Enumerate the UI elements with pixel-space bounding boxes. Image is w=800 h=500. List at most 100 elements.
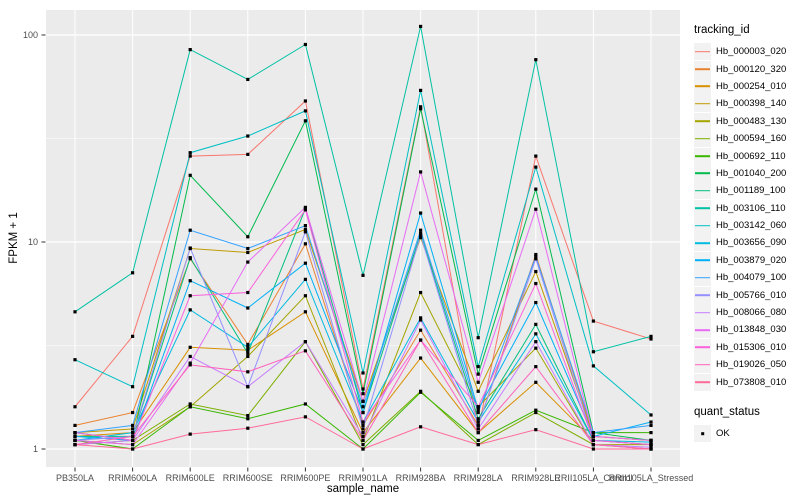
legend-item-Hb_000398_140: Hb_000398_140	[694, 95, 798, 113]
legend-item-Hb_003142_060: Hb_003142_060	[694, 217, 798, 235]
data-points	[73, 24, 653, 451]
legend-item-label: Hb_008066_080	[716, 307, 787, 319]
legend-item-label: OK	[716, 428, 730, 439]
legend-item-label: Hb_000003_020	[716, 46, 787, 58]
x-axis-title: sample_name	[326, 483, 400, 495]
legend-item-Hb_000254_010: Hb_000254_010	[694, 77, 798, 95]
legend-item-label: Hb_013848_030	[716, 324, 787, 336]
legend-key-box	[694, 199, 711, 217]
legend-item-Hb_000003_020: Hb_000003_020	[694, 43, 798, 61]
legend-item-Hb_003106_110: Hb_003106_110	[694, 199, 798, 217]
black-square-point-icon	[700, 431, 705, 436]
legend-item-label: Hb_003142_060	[716, 220, 787, 232]
legend-key-box	[694, 164, 711, 182]
legend-item-label: Hb_019026_050	[716, 359, 787, 371]
legend-item-Hb_001040_200: Hb_001040_200	[694, 164, 798, 182]
legend-item-Hb_000594_160: Hb_000594_160	[694, 130, 798, 148]
legend-item-Hb_004079_100: Hb_004079_100	[694, 269, 798, 287]
legend-key-box	[694, 251, 711, 269]
legend-item-label: Hb_004079_100	[716, 272, 787, 284]
legend-item-ok: OK	[694, 425, 798, 442]
legend-item-label: Hb_000594_160	[716, 133, 787, 145]
legend-line-swatch	[695, 137, 710, 140]
legend-line-swatch	[695, 276, 710, 279]
legend-line-swatch	[695, 242, 710, 244]
legend-line-swatch	[695, 68, 710, 70]
legend-item-label: Hb_003879_020	[716, 254, 787, 266]
legend-item-label: Hb_001189_100	[716, 185, 786, 197]
legend-key-box	[694, 234, 711, 252]
legend-key-box	[694, 286, 711, 304]
legend-line-swatch	[695, 207, 710, 209]
axis-ticks	[41, 34, 652, 472]
legend-key-box	[694, 112, 711, 130]
legend-item-Hb_000483_130: Hb_000483_130	[694, 112, 798, 130]
legend-item-Hb_015306_010: Hb_015306_010	[694, 338, 798, 356]
legend-key-box	[694, 95, 711, 113]
legend-line-swatch	[695, 155, 710, 157]
svg-text:1: 1	[33, 444, 38, 454]
legend-line-swatch	[695, 294, 710, 296]
ok-key-box	[694, 425, 711, 442]
legend-items: Hb_000003_020 Hb_000120_320 Hb_000254_010 H…	[694, 43, 798, 391]
legend-key-box	[694, 269, 711, 287]
legend-key-box	[694, 217, 711, 235]
legend-key-box	[694, 147, 711, 165]
legend-line-swatch	[695, 329, 710, 331]
legend-title-quant-status: quant_status	[694, 405, 760, 418]
legend-line-swatch	[695, 103, 710, 105]
legend-item-Hb_013848_030: Hb_013848_030	[694, 321, 798, 339]
legend-item-label: Hb_000398_140	[716, 98, 787, 110]
legend-line-swatch	[695, 224, 710, 227]
legend-item-Hb_000120_320: Hb_000120_320	[694, 60, 798, 78]
legend-item-Hb_003879_020: Hb_003879_020	[694, 251, 798, 269]
legend-item-label: Hb_003106_110	[716, 202, 786, 214]
legend-line-swatch	[695, 363, 710, 366]
legend-line-swatch	[695, 259, 710, 262]
legend-item-Hb_019026_050: Hb_019026_050	[694, 356, 798, 374]
legend-key-box	[694, 182, 711, 200]
legend-item-Hb_073808_010: Hb_073808_010	[694, 373, 798, 391]
legend-line-swatch	[695, 85, 710, 88]
svg-text:RRIM928LE: RRIM928LE	[511, 473, 560, 483]
legend-key-box	[694, 304, 711, 322]
legend-key-box	[694, 43, 711, 61]
legend-key-box	[694, 356, 711, 374]
legend-key-box	[694, 338, 711, 356]
svg-text:PB350LA: PB350LA	[56, 473, 94, 483]
legend-item-label: Hb_005766_010	[716, 289, 787, 301]
legend-item-Hb_005766_010: Hb_005766_010	[694, 286, 798, 304]
svg-text:100: 100	[23, 30, 38, 40]
legend-line-swatch	[695, 381, 710, 383]
legend-item-label: Hb_000254_010	[716, 80, 787, 92]
legend-line-swatch	[695, 190, 710, 192]
legend-quant-status: quant_status OK	[694, 406, 798, 442]
legend-item-label: Hb_015306_010	[716, 341, 787, 353]
svg-text:RRIM928BA: RRIM928BA	[396, 473, 446, 483]
legend-line-swatch	[695, 311, 710, 314]
svg-text:10: 10	[28, 237, 38, 247]
legend-line-swatch	[695, 120, 710, 123]
legend-item-Hb_000692_110: Hb_000692_110	[694, 147, 798, 165]
svg-text:RRIM600SE: RRIM600SE	[223, 473, 273, 483]
svg-text:RRIM600LE: RRIM600LE	[166, 473, 215, 483]
legend-item-Hb_001189_100: Hb_001189_100	[694, 182, 798, 200]
legend-item-Hb_003656_090: Hb_003656_090	[694, 234, 798, 252]
svg-text:RRIM600PE: RRIM600PE	[280, 473, 330, 483]
legend-item-label: Hb_000483_130	[716, 115, 787, 127]
svg-text:RRII105LA_Control: RRII105LA_Control	[554, 473, 632, 483]
svg-text:RRIM901LA: RRIM901LA	[338, 473, 387, 483]
legend: tracking_id Hb_000003_020 Hb_000120_320 Hb…	[694, 24, 798, 442]
legend-item-label: Hb_073808_010	[716, 376, 787, 388]
axis-tick-labels: 1 10 100 PB350LA RRIM600LA RRIM600LE RRIM600SE…	[23, 30, 693, 483]
legend-key-box	[694, 60, 711, 78]
svg-text:RRIM928LA: RRIM928LA	[454, 473, 503, 483]
legend-item-label: Hb_000120_320	[716, 63, 787, 75]
legend-key-box	[694, 77, 711, 95]
y-axis-title: FPKM + 1	[8, 212, 20, 264]
legend-item-label: Hb_001040_200	[716, 167, 787, 179]
legend-line-swatch	[695, 346, 710, 349]
legend-item-label: Hb_000692_110	[716, 150, 786, 162]
